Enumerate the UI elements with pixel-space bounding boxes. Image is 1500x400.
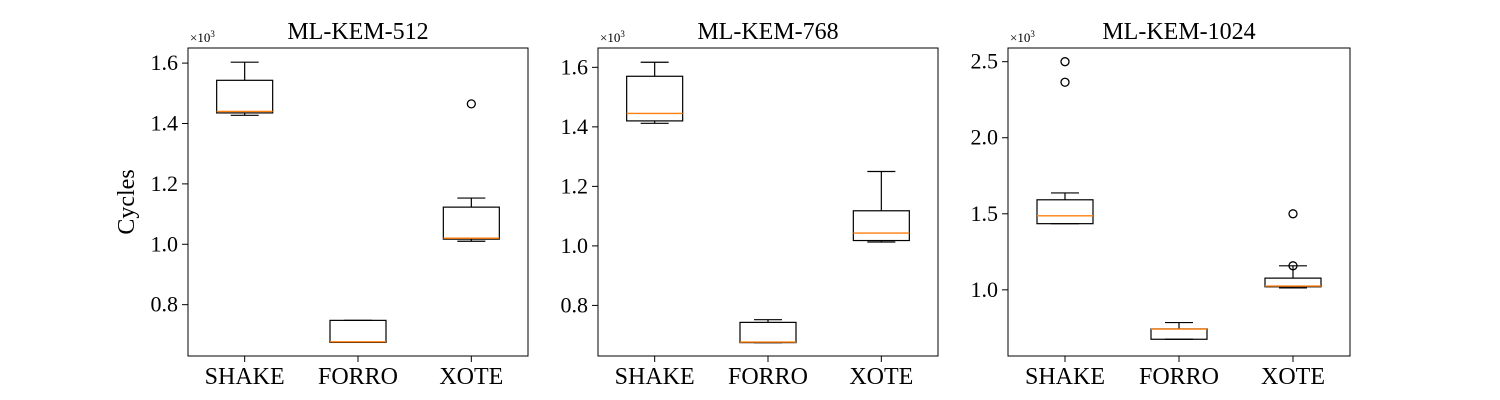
box-shake: [1036, 57, 1094, 225]
iqr-box: [216, 79, 274, 114]
y-multiplier-base: ×10: [190, 30, 210, 45]
panel-title: ML-KEM-1024: [1102, 19, 1255, 45]
iqr-box: [442, 206, 500, 240]
y-axis-label: Cycles: [114, 169, 140, 234]
y-multiplier-base: ×10: [1010, 30, 1030, 45]
y-tick-label: 1.2: [151, 171, 179, 196]
y-tick-label: 1.4: [151, 110, 179, 135]
iqr-box: [329, 319, 387, 344]
x-tick-label: FORRO: [728, 364, 808, 390]
y-tick-label: 1.2: [561, 173, 589, 198]
plot-frame: [187, 47, 529, 357]
y-tick-label: 1.6: [561, 54, 589, 79]
x-tick-label: XOTE: [439, 364, 503, 390]
plot-frame: [1007, 47, 1351, 357]
box-shake: [216, 61, 274, 116]
box-xote: [852, 170, 910, 243]
box-shake: [626, 61, 684, 124]
y-multiplier-label: ×103: [190, 29, 215, 45]
y-tick-label: 0.8: [151, 292, 179, 317]
y-tick-label: 1.0: [151, 231, 179, 256]
y-multiplier-exp: 3: [620, 29, 625, 39]
box-forro: [329, 319, 387, 344]
x-tick-label: XOTE: [849, 364, 913, 390]
x-tick-label: XOTE: [1261, 364, 1325, 390]
panel-title: ML-KEM-512: [287, 19, 428, 45]
y-tick-label: 1.0: [561, 233, 589, 258]
x-tick-label: SHAKE: [205, 364, 285, 390]
y-multiplier-base: ×10: [600, 30, 620, 45]
iqr-box: [739, 321, 797, 344]
y-multiplier-label: ×103: [1010, 29, 1035, 45]
y-multiplier-exp: 3: [210, 29, 215, 39]
panel-2: ML-KEM-768 ×103 0.8 1.0 1.2 1.4 1.6 SHAKE FORRO X…: [561, 19, 939, 390]
iqr-box: [1264, 277, 1322, 288]
plot-frame: [597, 47, 939, 357]
box-forro: [739, 319, 797, 344]
outlier-point: [1288, 261, 1298, 271]
iqr-box: [852, 210, 910, 242]
panel-1: ML-KEM-512 ×103 0.8 1.0 1.2 1.4 1.6 SHAKE FORRO X…: [151, 19, 529, 390]
iqr-box: [1150, 328, 1208, 340]
outlier-point: [1288, 209, 1298, 219]
y-tick-label: 1.4: [561, 114, 589, 139]
x-tick-label: SHAKE: [1025, 364, 1105, 390]
y-tick-label: 2.5: [971, 49, 999, 74]
box-xote: [442, 99, 500, 242]
y-tick-label: 1.0: [971, 277, 999, 302]
panel-title: ML-KEM-768: [697, 19, 838, 45]
y-tick-label: 1.6: [151, 50, 179, 75]
y-tick-label: 2.0: [971, 125, 999, 150]
x-tick-label: SHAKE: [615, 364, 695, 390]
box-xote: [1264, 209, 1322, 289]
y-tick-label: 1.5: [971, 201, 999, 226]
y-multiplier-label: ×103: [600, 29, 625, 45]
y-multiplier-exp: 3: [1030, 29, 1035, 39]
outlier-point: [1060, 77, 1070, 87]
iqr-box: [1036, 199, 1094, 225]
box-forro: [1150, 321, 1208, 340]
x-tick-label: FORRO: [318, 364, 398, 390]
outlier-point: [1060, 57, 1070, 67]
iqr-box: [626, 75, 684, 122]
outlier-point: [466, 99, 476, 109]
y-tick-label: 0.8: [561, 292, 589, 317]
x-tick-label: FORRO: [1139, 364, 1219, 390]
panel-3: ML-KEM-1024 ×103 1.0 1.5 2.0 2.5 SHAKE FORRO XOT…: [971, 19, 1351, 390]
